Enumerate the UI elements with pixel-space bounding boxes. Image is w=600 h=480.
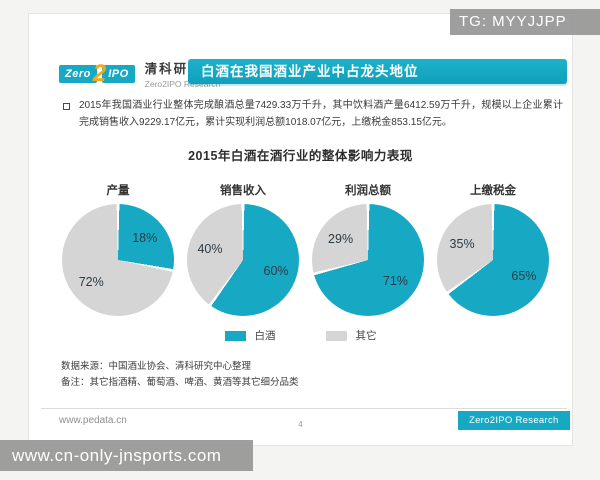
pie-label-other: 29% xyxy=(328,231,354,246)
legend-label: 白酒 xyxy=(254,330,276,342)
pie-title: 利润总额 xyxy=(345,185,391,197)
pie-chart-total-profit: 利润总额 71% 29% xyxy=(312,182,424,316)
pie-title: 销售收入 xyxy=(220,185,266,197)
legend-label: 其它 xyxy=(355,330,377,342)
pie-graphic: 60% 40% xyxy=(187,204,299,316)
pie-graphic: 65% 35% xyxy=(437,204,549,316)
brand-badge: Zero2IPO Research xyxy=(458,411,570,430)
pie-label-other: 35% xyxy=(449,237,475,252)
pie-label-baijiu: 65% xyxy=(511,268,537,283)
legend-swatch-baijiu xyxy=(224,330,246,341)
logo-two-glyph: 2 xyxy=(92,59,107,87)
chart-title: 2015年白酒在酒行业的整体影响力表现 xyxy=(188,149,413,163)
page-number: 4 xyxy=(298,420,303,429)
slide-title-bar: 白酒在我国酒业产业中占龙头地位 xyxy=(188,59,567,84)
pie-chart-output: 产量 18% 72% xyxy=(62,182,174,316)
legend-item-baijiu: 白酒 xyxy=(224,328,276,343)
pie-title: 上缴税金 xyxy=(470,185,516,197)
pie-label-baijiu: 18% xyxy=(132,230,158,245)
logo-ipo-block: IPO xyxy=(102,64,135,83)
slide-canvas: Zero 2 IPO 清科研究中心 Zero2IPO Research 白酒在我… xyxy=(28,13,573,446)
data-source-note: 数据来源：中国酒业协会、清科研究中心整理 xyxy=(61,361,252,372)
intro-paragraph: 2015年我国酒业行业整体完成酿酒总量7429.33万千升，其中饮料酒产量641… xyxy=(79,100,563,128)
bullet-square-icon xyxy=(63,103,70,110)
footer-divider xyxy=(41,408,567,409)
chart-legend: 白酒 其它 xyxy=(29,328,572,343)
legend-swatch-other xyxy=(325,330,347,341)
footnotes: 数据来源：中国酒业协会、清科研究中心整理 备注：其它指酒精、葡萄酒、啤酒、黄酒等… xyxy=(61,359,299,391)
pie-label-other: 40% xyxy=(197,242,223,257)
pie-label-baijiu: 60% xyxy=(263,263,289,278)
logo-zero-block: Zero xyxy=(59,64,97,83)
footer-website: www.pedata.cn xyxy=(59,415,127,426)
pie-graphic: 71% 29% xyxy=(312,204,424,316)
pie-chart-sales-revenue: 销售收入 60% 40% xyxy=(187,182,299,316)
pie-chart-taxes-paid: 上缴税金 65% 35% xyxy=(437,182,549,316)
watermark-bottom-left: www.cn-only-jnsports.com xyxy=(0,440,253,471)
pie-label-other: 72% xyxy=(78,275,104,290)
watermark-top-right: TG: MYYJJPP xyxy=(450,9,600,35)
remark-note: 备注：其它指酒精、葡萄酒、啤酒、黄酒等其它细分品类 xyxy=(61,377,299,388)
pie-title: 产量 xyxy=(106,185,130,197)
org-name-en: Zero2IPO Research xyxy=(144,79,221,89)
pie-graphic: 18% 72% xyxy=(62,204,174,316)
pie-label-baijiu: 71% xyxy=(382,274,408,289)
legend-item-other: 其它 xyxy=(325,328,377,343)
